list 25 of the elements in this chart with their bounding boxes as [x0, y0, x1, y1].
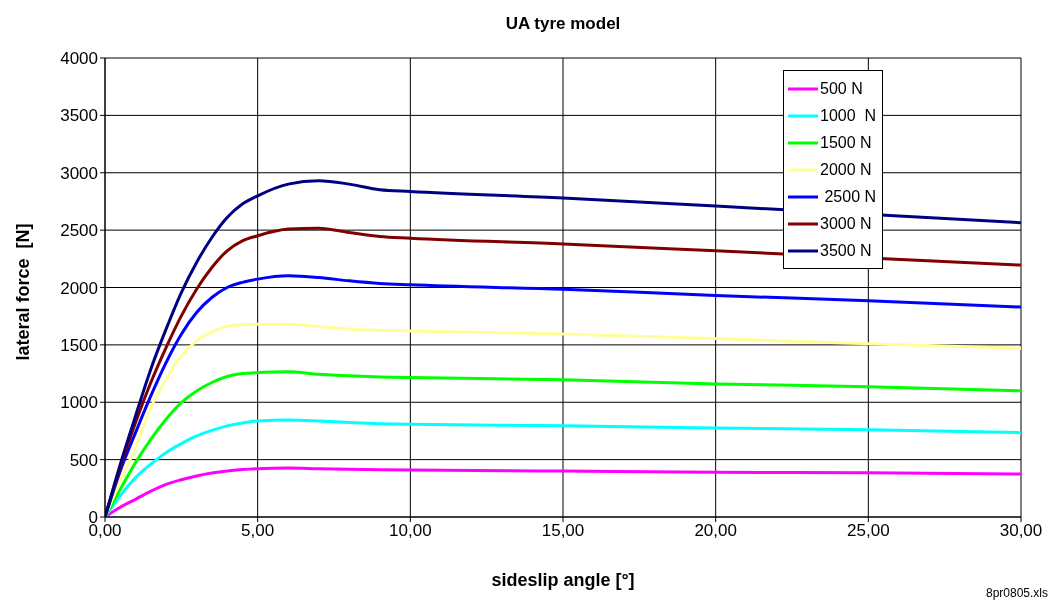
legend-label: 500 N: [820, 79, 863, 98]
legend-label: 3000 N: [820, 214, 872, 233]
x-tick-label: 5,00: [241, 521, 275, 541]
y-tick-label: 4000: [60, 49, 98, 69]
y-tick-label: 2000: [60, 278, 98, 298]
legend-label: 2000 N: [820, 160, 872, 179]
x-tick-label: 25,00: [847, 521, 890, 541]
legend-label: 1000 N: [820, 106, 877, 125]
y-tick-label: 3000: [60, 163, 98, 183]
legend-label: 3500 N: [820, 241, 872, 260]
x-tick-label: 20,00: [694, 521, 737, 541]
y-tick-label: 3500: [60, 106, 98, 126]
y-tick-label: 2500: [60, 221, 98, 241]
x-axis-title: sideslip angle [°]: [491, 570, 635, 590]
x-tick-label: 10,00: [389, 521, 432, 541]
x-tick-label: 30,00: [999, 521, 1043, 541]
chart-title: UA tyre model: [504, 14, 622, 34]
x-tick-label: 15,00: [541, 521, 585, 541]
y-tick-label: 1000: [60, 393, 98, 413]
legend-label: 2500 N: [823, 187, 877, 206]
legend-label: 1500 N: [820, 133, 872, 152]
y-tick-label: 500: [69, 450, 98, 470]
y-tick-label: 1500: [60, 335, 98, 355]
text: 8pr0805.xls: [985, 586, 1048, 600]
y-axis-title: lateral force [N]: [12, 223, 34, 361]
